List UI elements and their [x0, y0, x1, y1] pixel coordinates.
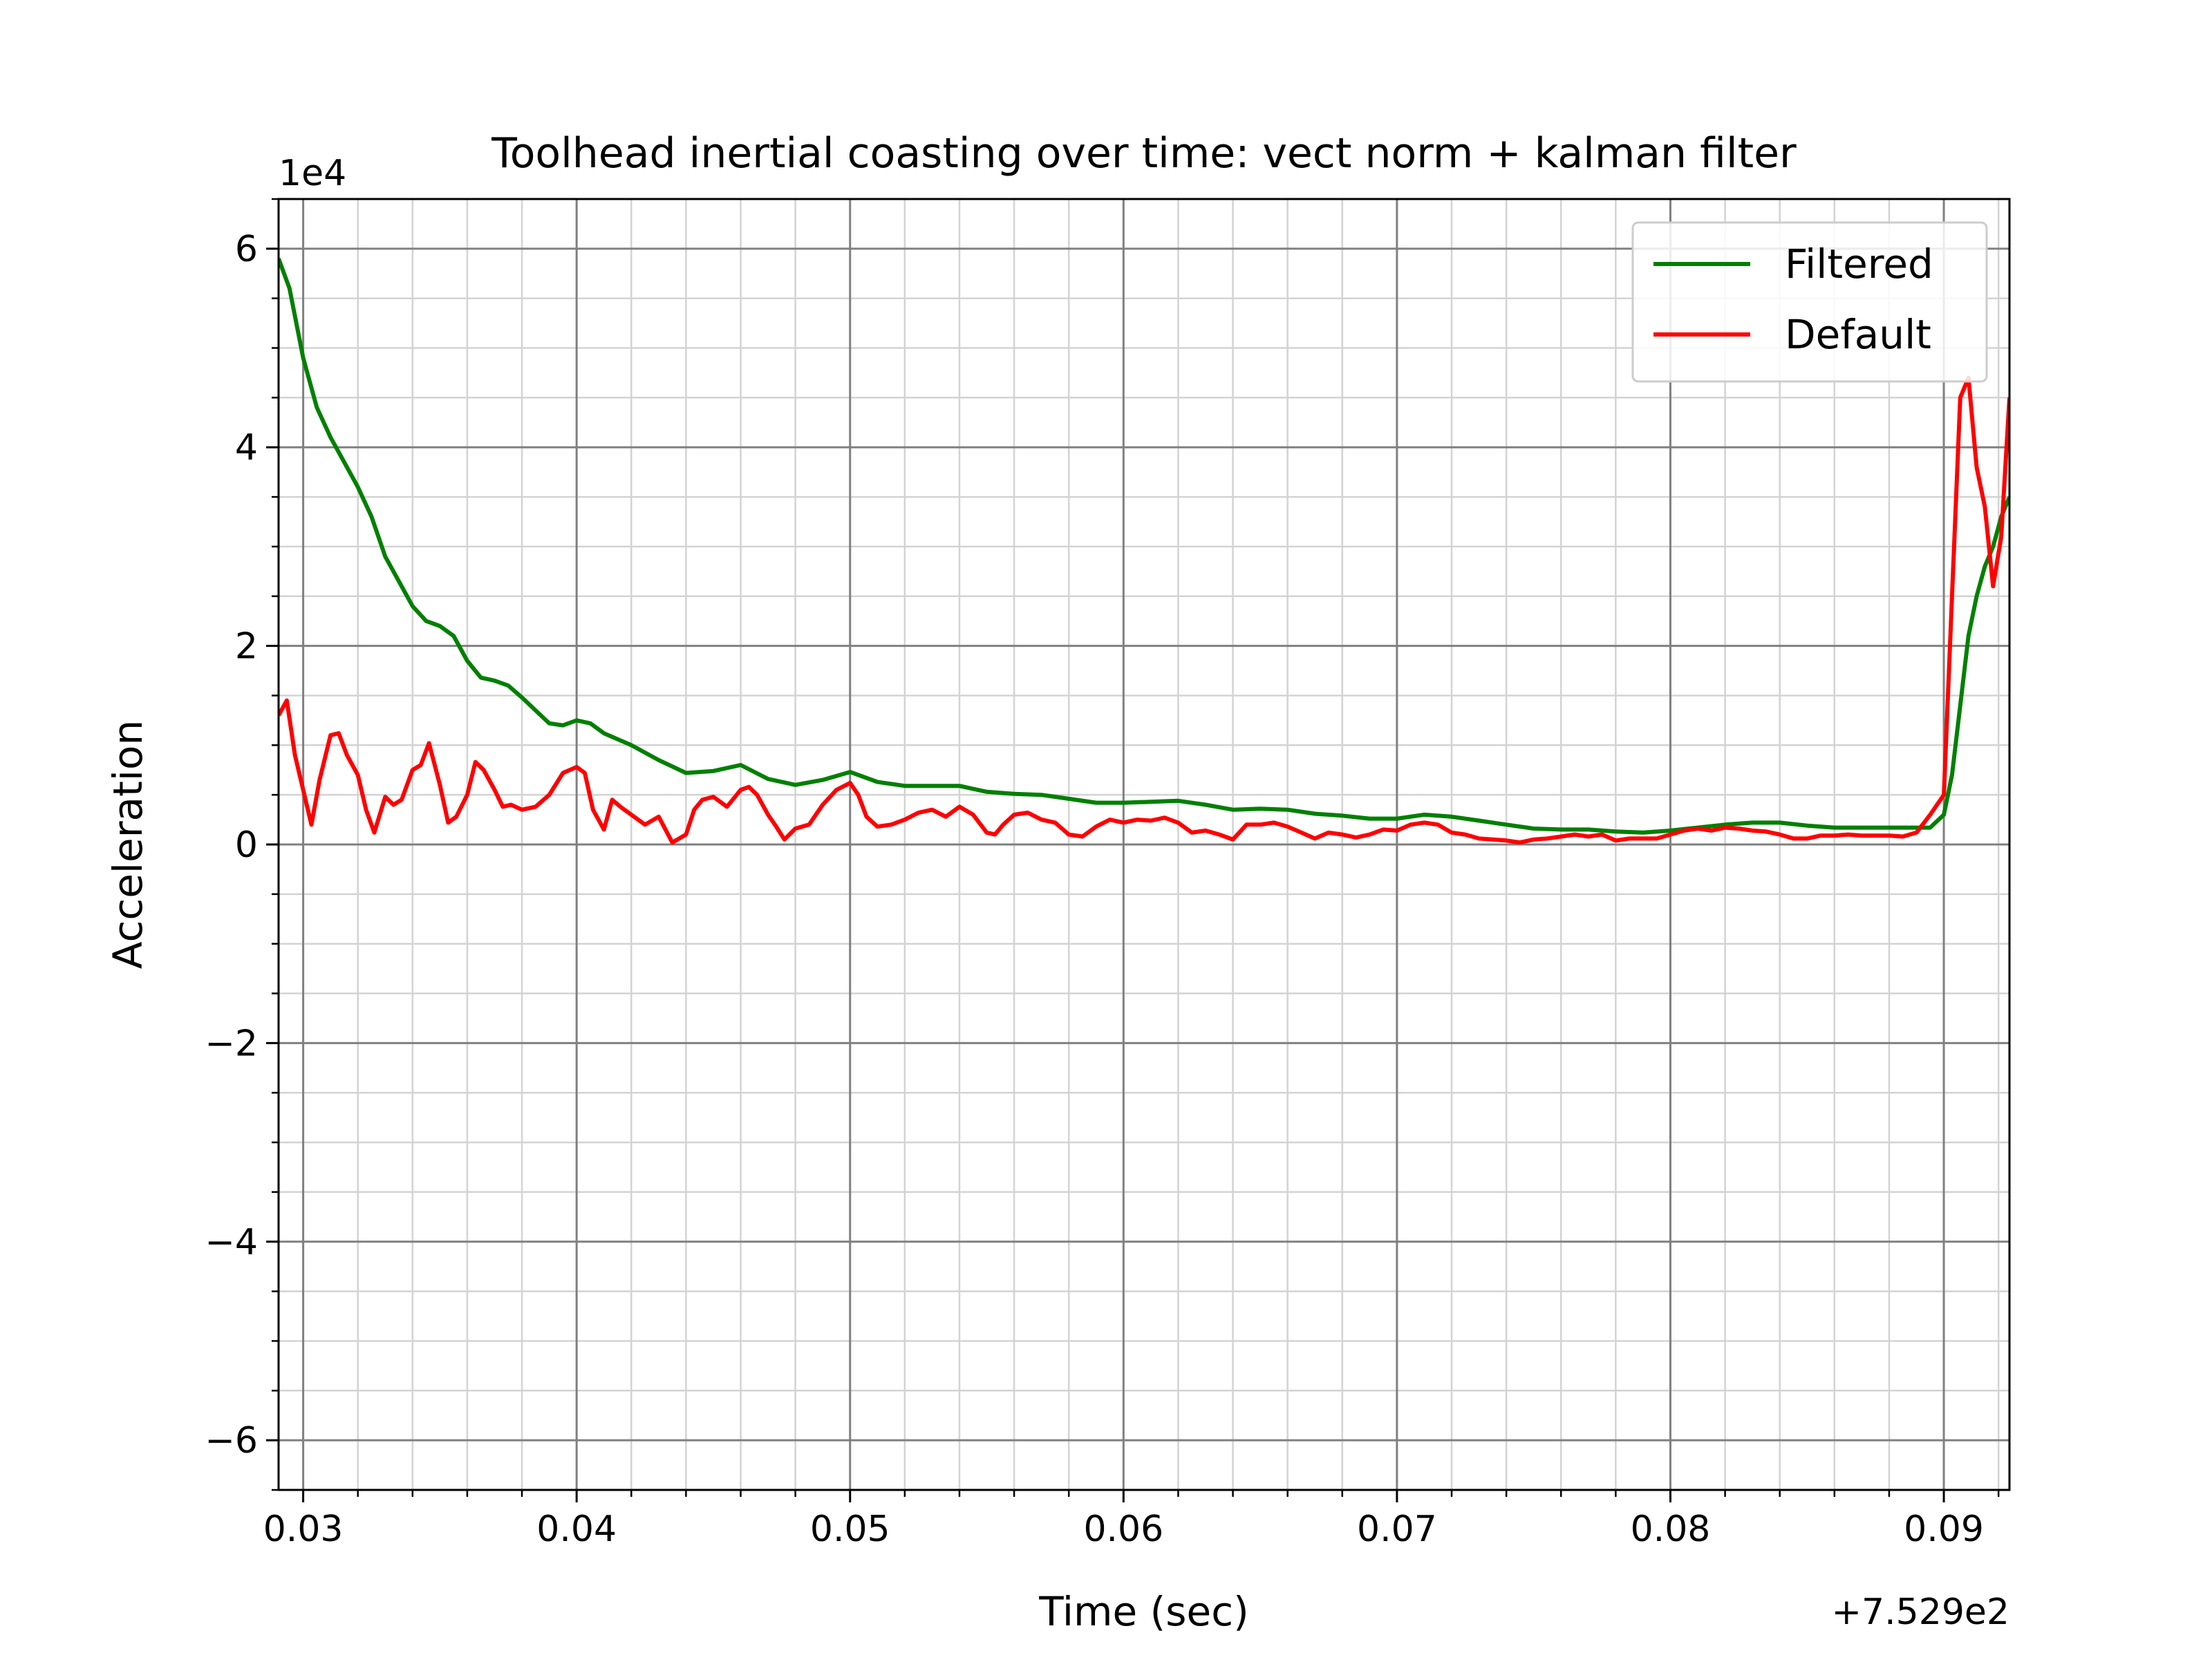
- y-tick-label: −6: [205, 1420, 258, 1462]
- major-gridlines: [279, 199, 2009, 1490]
- x-tick-label: 0.09: [1904, 1509, 1984, 1550]
- x-tick-label: 0.03: [263, 1509, 344, 1550]
- y-scale-label: 1e4: [279, 153, 346, 194]
- legend-label-default: Default: [1785, 311, 1931, 358]
- series-line-default: [279, 375, 2009, 845]
- ticks-layer: 0.03 0.04 0.05 0.06 0.07 0.08 0.09 −6 −4 −2 0 2 4 6: [205, 198, 2000, 1550]
- legend-label-filtered: Filtered: [1785, 240, 1933, 287]
- chart-title: Toolhead inertial coasting over time: ve…: [491, 129, 1797, 178]
- y-tick-label: −4: [205, 1222, 258, 1263]
- series-line-filtered: [279, 258, 2009, 835]
- y-tick-label: −2: [205, 1023, 258, 1064]
- x-offset-label: +7.529e2: [1831, 1592, 2009, 1633]
- y-tick-label: 6: [235, 229, 258, 270]
- y-tick-label: 4: [235, 427, 258, 469]
- y-axis-label: Acceleration: [104, 720, 151, 969]
- x-tick-label: 0.08: [1631, 1509, 1711, 1550]
- x-tick-label: 0.07: [1357, 1509, 1437, 1550]
- x-tick-label: 0.05: [810, 1509, 890, 1550]
- x-axis-label: Time (sec): [1038, 1588, 1248, 1635]
- legend: Filtered Default: [1631, 221, 1988, 383]
- series-layer: [279, 258, 2009, 845]
- x-tick-label: 0.06: [1083, 1509, 1163, 1550]
- y-tick-label: 2: [235, 626, 258, 668]
- x-tick-label: 0.04: [536, 1509, 617, 1550]
- y-tick-label: 0: [235, 824, 258, 866]
